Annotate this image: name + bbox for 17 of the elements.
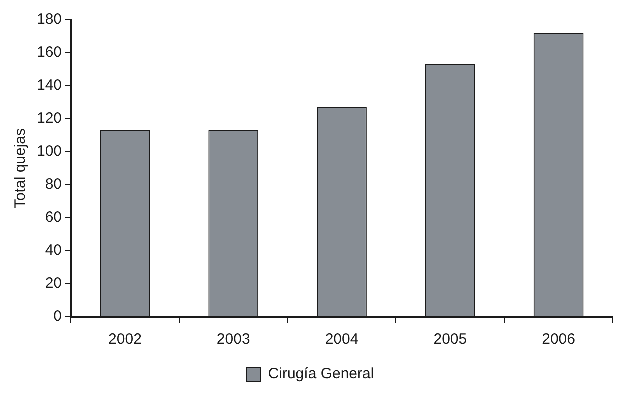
y-tick-label: 160 (36, 44, 62, 62)
x-tick-label: 2003 (216, 331, 250, 348)
y-tick-label: 20 (45, 275, 62, 292)
y-tick-label: 180 (36, 11, 62, 28)
y-tick-label: 0 (54, 308, 62, 326)
y-axis-title: Total quejas (12, 128, 30, 209)
x-tick-label: 2004 (325, 331, 359, 348)
x-tick-label: 2002 (108, 331, 142, 348)
x-tick-label: 2006 (542, 331, 576, 348)
y-tick-label: 140 (36, 77, 62, 94)
y-tick-label: 60 (45, 209, 62, 226)
y-tick-label: 40 (45, 242, 62, 260)
legend-label: Cirugía General (268, 366, 374, 383)
y-tick-label: 120 (36, 110, 62, 128)
y-tick-label: 80 (45, 176, 62, 194)
x-tick-label: 2005 (434, 331, 468, 348)
y-tick-label: 100 (36, 143, 62, 160)
